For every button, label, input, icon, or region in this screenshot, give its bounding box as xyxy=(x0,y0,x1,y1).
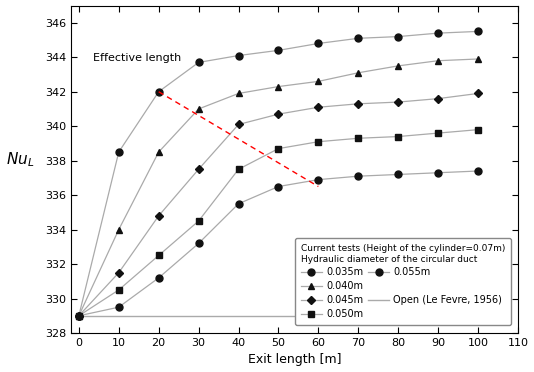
Legend: 0.035m, 0.040m, 0.045m, 0.050m, 0.055m, , Open (Le Fevre, 1956), : 0.035m, 0.040m, 0.045m, 0.050m, 0.055m, … xyxy=(295,238,511,325)
Y-axis label: $\mathit{Nu}_L$: $\mathit{Nu}_L$ xyxy=(5,151,34,169)
Text: Effective length: Effective length xyxy=(93,53,181,63)
X-axis label: Exit length [m]: Exit length [m] xyxy=(248,353,341,366)
